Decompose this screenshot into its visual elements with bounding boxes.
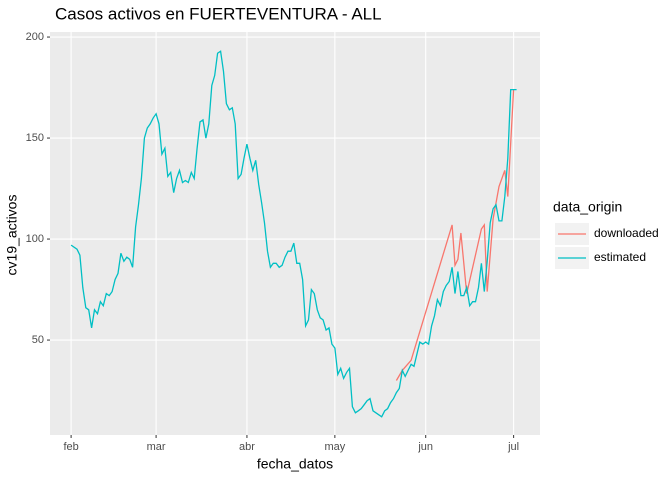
series-line (70, 50, 517, 418)
y-axis-label: cv19_activos (4, 195, 20, 276)
x-tick-label: abr (239, 441, 255, 453)
panel (50, 32, 540, 435)
x-tick-label: may (324, 441, 345, 453)
legend-title: data_origin (553, 199, 622, 215)
x-tick-label: mar (147, 441, 166, 453)
series-line (395, 89, 515, 381)
y-tick-label: 150 (26, 132, 44, 144)
x-tick-label: feb (63, 441, 78, 453)
legend-label: downloaded (594, 226, 659, 240)
chart-title: Casos activos en FUERTEVENTURA - ALL (55, 4, 382, 23)
y-tick-label: 200 (26, 31, 44, 43)
legend-label: estimated (594, 250, 646, 264)
x-axis-label: fecha_datos (257, 456, 333, 472)
x-tick-label: jun (417, 441, 433, 453)
x-tick-label: jul (507, 441, 519, 453)
y-tick-label: 100 (26, 233, 44, 245)
y-tick-label: 50 (32, 334, 44, 346)
